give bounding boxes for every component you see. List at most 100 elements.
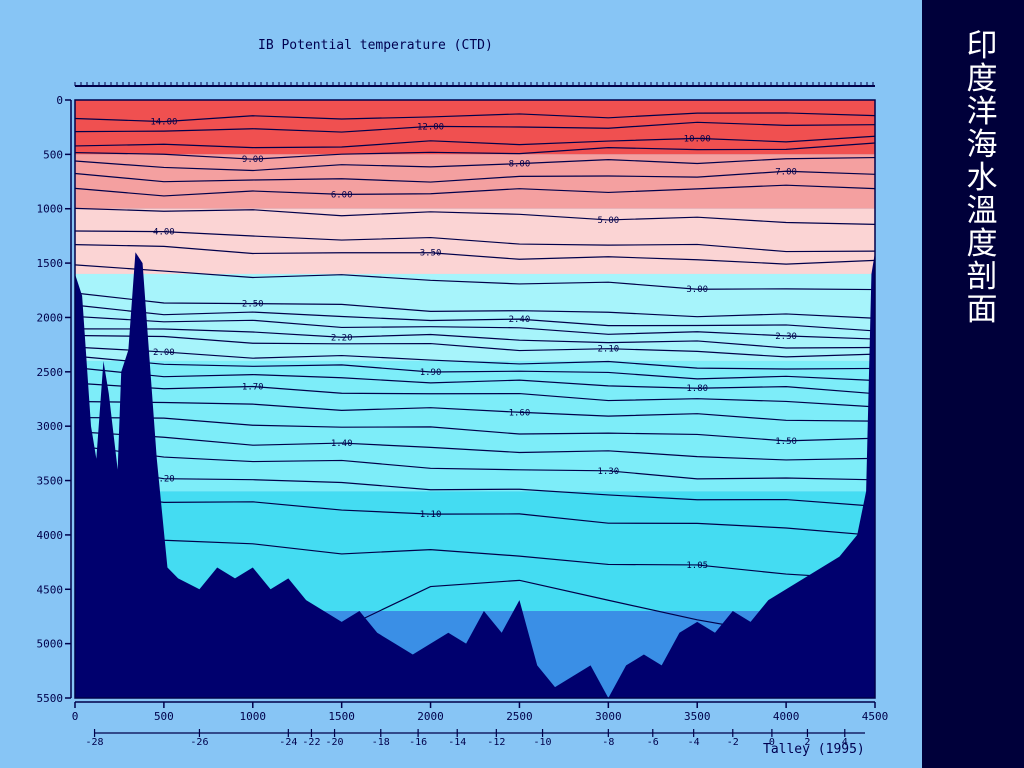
latitude-tick-label: -2: [727, 737, 739, 748]
slide-title-char: 洋: [966, 94, 998, 130]
y-tick-label: 3000: [37, 420, 64, 433]
isotherm-label: 1.60: [509, 408, 531, 418]
x-tick-label: 4000: [773, 710, 800, 723]
y-tick-label: 3500: [37, 475, 64, 488]
isotherm-label: 3.00: [686, 285, 708, 295]
isotherm-line: [74, 170, 876, 183]
station-ticks: [74, 82, 875, 87]
latitude-tick-label: -20: [326, 737, 344, 748]
seafloor-bathymetry: [75, 252, 875, 698]
slide-title-char: 度: [966, 226, 998, 262]
temperature-band: [75, 154, 875, 209]
isotherm-label: 2.10: [597, 345, 619, 355]
isotherm-label: 1.80: [686, 384, 708, 394]
isotherm-label: 5.00: [597, 216, 619, 226]
isotherm-line: [74, 464, 876, 507]
isotherm-line: [74, 416, 876, 442]
title-strip: [922, 0, 1024, 768]
temperature-section-chart: 14.00 12.00 10.00 9.00 8.00 7.00 6.00 5.00 4.00 3…: [37, 82, 889, 748]
latitude-tick-label: -8: [602, 737, 614, 748]
x-tick-label: 500: [154, 710, 174, 723]
isotherm-line: [74, 355, 876, 382]
isotherm-line: [74, 156, 876, 172]
slide-title-char: 剖: [966, 259, 998, 295]
isotherm-label: 4.00: [153, 228, 175, 238]
isotherm-label: 12.00: [417, 122, 444, 132]
isotherm-label: 9.00: [242, 155, 264, 165]
isotherm-label: 14.00: [150, 118, 177, 128]
isotherm-line: [74, 315, 876, 340]
chart-credit: Talley (1995): [763, 742, 865, 757]
isotherm-line: [74, 304, 876, 332]
latitude-tick-label: -22: [302, 737, 320, 748]
bathymetry: [74, 99, 876, 699]
isotherm-label: 1.10: [420, 510, 442, 520]
plot-frame: [74, 99, 876, 699]
isotherm-line: [74, 334, 876, 358]
isotherm-label: 2.50: [242, 300, 264, 310]
slide-title-char: 水: [966, 160, 998, 196]
isotherm-line: [74, 292, 876, 319]
isotherm-label: 1.50: [775, 437, 797, 447]
x-tick-label: 1500: [328, 710, 355, 723]
isotherm-line: [74, 445, 876, 481]
isotherm-line: [74, 121, 876, 133]
latitude-tick-label: -16: [409, 737, 427, 748]
isotherm-label: 1.70: [242, 382, 264, 392]
isotherm-line: [74, 184, 876, 197]
isotherm-label: 2.20: [331, 333, 353, 343]
x-tick-label: 2000: [417, 710, 444, 723]
isotherm-label: 2.30: [775, 332, 797, 342]
slide-title-char: 面: [966, 292, 998, 328]
isotherm-line: [74, 346, 876, 370]
temperature-band: [75, 360, 875, 492]
latitude-tick-label: -6: [647, 737, 659, 748]
isotherm-line: [74, 400, 876, 422]
slide-title: 印度洋海水溫度剖面: [962, 30, 1002, 327]
y-tick-label: 2000: [37, 311, 64, 324]
y-tick-label: 0: [56, 94, 63, 107]
isotherm-line: [74, 230, 876, 253]
y-axis: 0 500 1000 1500 2000 2500 3000 3500 4000 4500 5000…: [37, 94, 72, 705]
x-tick-label: 1000: [240, 710, 267, 723]
latitude-tick-label: -28: [86, 737, 104, 748]
x-tick-label: 4500: [862, 710, 889, 723]
latitude-tick-label: -10: [534, 737, 552, 748]
x-tick-label: 3000: [595, 710, 622, 723]
isotherm-label: 1.40: [331, 439, 353, 449]
y-tick-label: 4000: [37, 529, 64, 542]
x-axis: 0 500 1000 1500 2000 2500 3000 3500 4000 4500: [72, 701, 889, 723]
isotherm-line: [74, 430, 876, 461]
latitude-tick-label: -12: [487, 737, 505, 748]
slide-title-char: 海: [966, 127, 998, 163]
latitude-tick-label: -14: [448, 737, 466, 748]
slide-title-char: 溫: [966, 193, 998, 229]
latitude-tick-label: -24: [279, 737, 297, 748]
chart-title: IB Potential temperature (CTD): [258, 38, 493, 53]
isotherm-line: [74, 142, 876, 160]
isotherm-label: 8.00: [509, 160, 531, 170]
x-tick-label: 3500: [684, 710, 711, 723]
y-tick-label: 5000: [37, 638, 64, 651]
y-tick-label: 5500: [37, 692, 64, 705]
x-tick-label: 0: [72, 710, 79, 723]
latitude-tick-label: -4: [688, 737, 700, 748]
isotherm-line: [74, 367, 876, 395]
isotherm-line: [74, 135, 876, 149]
isotherm-line: [74, 264, 876, 291]
isotherm-label: 7.00: [775, 167, 797, 177]
isotherm-line: [74, 490, 876, 537]
isotherm-lines: 14.00 12.00 10.00 9.00 8.00 7.00 6.00 5.00 4.00 3…: [74, 112, 876, 637]
isotherm-label: 1.90: [420, 368, 442, 378]
latitude-tick-label: -26: [190, 737, 208, 748]
slide-title-char: 度: [966, 61, 998, 97]
isotherm-line: [74, 112, 876, 123]
latitude-tick-label: -18: [372, 737, 390, 748]
temperature-band: [75, 273, 875, 361]
isotherm-label: 1.30: [597, 467, 619, 477]
isotherm-label: 10.00: [684, 134, 711, 144]
isotherm-label: 6.00: [331, 190, 353, 200]
isotherm-label: 1.05: [686, 561, 708, 571]
latitude-tick-label: 0: [769, 737, 775, 748]
y-tick-label: 2500: [37, 366, 64, 379]
